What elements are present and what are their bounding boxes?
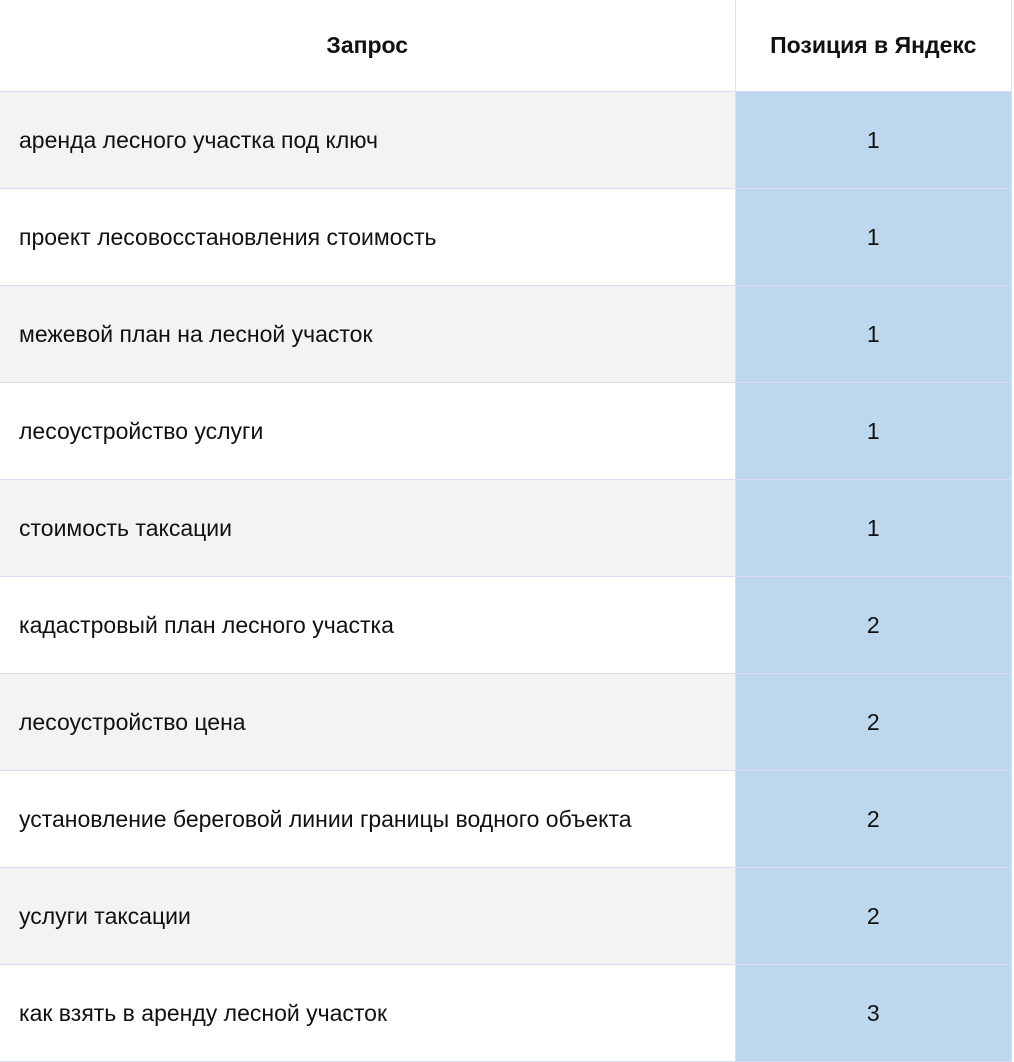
header-row: Запрос Позиция в Яндекс: [0, 0, 1012, 92]
table-row: аренда лесного участка под ключ 1: [0, 91, 1012, 189]
query-cell: стоимость таксации: [0, 479, 736, 577]
query-cell: аренда лесного участка под ключ: [0, 91, 736, 189]
position-cell: 2: [734, 576, 1012, 674]
table-row: как взять в аренду лесной участок 3: [0, 964, 1012, 1062]
query-cell: межевой план на лесной участок: [0, 285, 736, 383]
table-row: услуги таксации 2: [0, 867, 1012, 965]
position-cell: 3: [734, 964, 1012, 1062]
position-cell: 1: [734, 382, 1012, 480]
table-row: межевой план на лесной участок 1: [0, 285, 1012, 383]
table-row: стоимость таксации 1: [0, 479, 1012, 577]
position-cell: 1: [734, 91, 1012, 189]
query-cell: проект лесовосстановления стоимость: [0, 188, 736, 286]
position-cell: 1: [734, 479, 1012, 577]
position-cell: 1: [734, 188, 1012, 286]
query-cell: услуги таксации: [0, 867, 736, 965]
position-cell: 2: [734, 867, 1012, 965]
table-row: установление береговой линии границы вод…: [0, 770, 1012, 868]
query-cell: лесоустройство цена: [0, 673, 736, 771]
query-cell: кадастровый план лесного участка: [0, 576, 736, 674]
position-cell: 1: [734, 285, 1012, 383]
position-cell: 2: [734, 770, 1012, 868]
table-row: лесоустройство цена 2: [0, 673, 1012, 771]
query-cell: как взять в аренду лесной участок: [0, 964, 736, 1062]
query-cell: лесоустройство услуги: [0, 382, 736, 480]
header-query: Запрос: [0, 0, 736, 92]
table-row: проект лесовосстановления стоимость 1: [0, 188, 1012, 286]
table-row: лесоустройство услуги 1: [0, 382, 1012, 480]
position-cell: 2: [734, 673, 1012, 771]
query-cell: установление береговой линии границы вод…: [0, 770, 736, 868]
header-position: Позиция в Яндекс: [734, 0, 1012, 92]
table-row: кадастровый план лесного участка 2: [0, 576, 1012, 674]
